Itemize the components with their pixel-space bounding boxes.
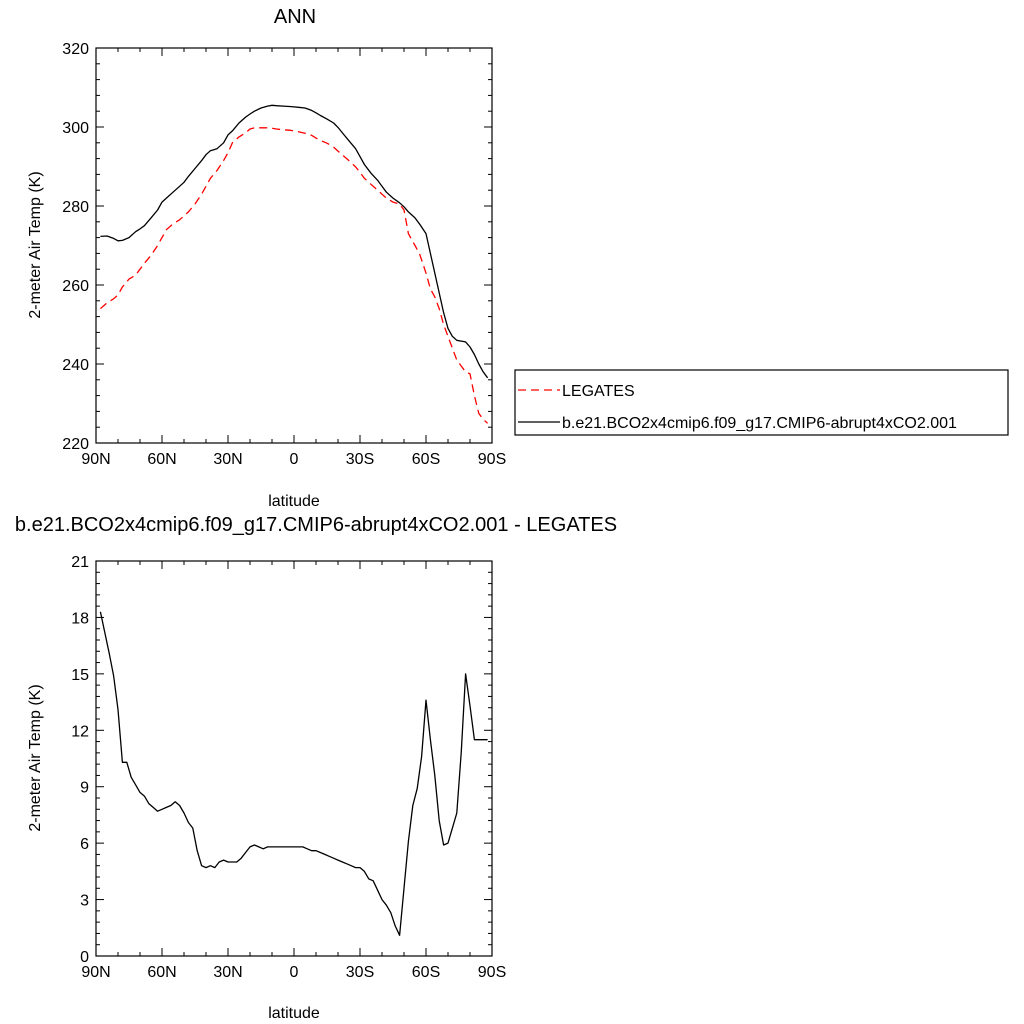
legend: LEGATES b.e21.BCO2x4cmip6.f09_g17.CMIP6-…: [514, 369, 1009, 436]
bottom-chart-y-tick-label: 12: [71, 723, 89, 740]
bottom-chart-y-tick-label: 0: [80, 949, 89, 966]
bottom-chart-x-tick-label: 30S: [346, 964, 374, 981]
bottom-chart: b.e21.BCO2x4cmip6.f09_g17.CMIP6-abrupt4x…: [15, 514, 617, 1022]
top-chart-x-tick-label: 30S: [346, 451, 374, 468]
top-chart-title: ANN: [274, 6, 316, 28]
top-chart-x-axis-label: latitude: [268, 493, 320, 510]
bottom-chart-y-tick-label: 9: [80, 780, 89, 797]
legend-label-model: b.e21.BCO2x4cmip6.f09_g17.CMIP6-abrupt4x…: [562, 415, 957, 432]
bottom-chart-y-axis-label: 2-meter Air Temp (K): [27, 684, 44, 831]
bottom-chart-y-tick-label: 6: [80, 836, 89, 853]
top-chart-y-tick-label: 260: [62, 278, 89, 295]
bottom-chart-x-tick-label: 0: [290, 964, 299, 981]
legend-label-legates: LEGATES: [562, 383, 635, 400]
bottom-chart-x-tick-label: 60N: [147, 964, 176, 981]
top-chart: ANN 90N 60N 30N 0 30S 60S 90S 220 240 260 280 300 32…: [27, 6, 506, 510]
bottom-chart-y-tick-label: 18: [71, 610, 89, 627]
top-chart-y-tick-label: 220: [62, 436, 89, 453]
bottom-chart-x-axis-label: latitude: [268, 1005, 320, 1022]
top-chart-x-tick-label: 60S: [412, 451, 440, 468]
bottom-chart-y-tick-label: 3: [80, 893, 89, 910]
top-chart-y-tick-label: 300: [62, 120, 89, 137]
top-chart-x-tick-label: 30N: [213, 451, 242, 468]
top-chart-series-line-legates: [99, 127, 489, 424]
bottom-chart-series-line-difference: [99, 611, 488, 936]
bottom-chart-x-tick-label: 90N: [81, 964, 110, 981]
top-chart-y-tick-label: 320: [62, 41, 89, 58]
top-chart-y-axis-label: 2-meter Air Temp (K): [27, 171, 44, 318]
legend-box: [514, 369, 1009, 436]
bottom-chart-title: b.e21.BCO2x4cmip6.f09_g17.CMIP6-abrupt4x…: [15, 514, 617, 536]
top-chart-x-tick-label: 90N: [81, 451, 110, 468]
bottom-chart-x-tick-label: 30N: [213, 964, 242, 981]
top-chart-x-tick-label: 90S: [478, 451, 506, 468]
bottom-chart-y-tick-label: 21: [71, 554, 89, 571]
top-chart-y-tick-label: 240: [62, 357, 89, 374]
bottom-chart-x-tick-label: 60S: [412, 964, 440, 981]
top-chart-x-tick-label: 60N: [147, 451, 176, 468]
top-chart-y-tick-label: 280: [62, 199, 89, 216]
bottom-chart-x-tick-label: 90S: [478, 964, 506, 981]
bottom-chart-y-tick-label: 15: [71, 667, 89, 684]
top-chart-series-line-model: [100, 104, 489, 379]
top-chart-x-tick-label: 0: [290, 451, 299, 468]
